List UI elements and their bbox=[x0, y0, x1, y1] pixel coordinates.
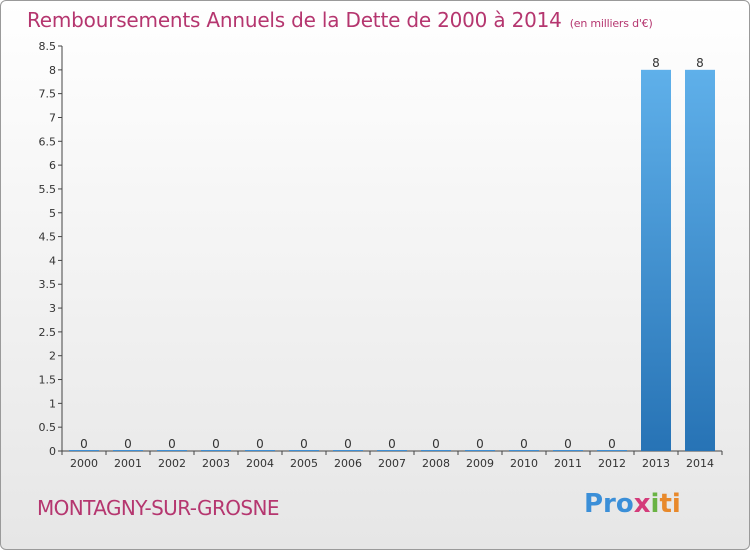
x-tick-label-2001: 2001 bbox=[114, 457, 142, 470]
y-tick-label: 4 bbox=[49, 254, 56, 267]
data-label-2010: 0 bbox=[520, 437, 528, 451]
bar-2011 bbox=[553, 450, 583, 451]
bar-2003 bbox=[201, 450, 231, 451]
y-tick-label: 5 bbox=[49, 207, 56, 220]
x-tick-label-2000: 2000 bbox=[70, 457, 98, 470]
y-tick-label: 7 bbox=[49, 111, 56, 124]
y-tick-label: 0 bbox=[49, 445, 56, 458]
data-label-2011: 0 bbox=[564, 437, 572, 451]
bar-2002 bbox=[157, 450, 187, 451]
data-label-2003: 0 bbox=[212, 437, 220, 451]
x-tick-label-2005: 2005 bbox=[290, 457, 318, 470]
y-tick-label: 5.5 bbox=[39, 183, 57, 196]
x-tick-label-2009: 2009 bbox=[466, 457, 494, 470]
bar-2010 bbox=[509, 450, 539, 451]
x-tick-label-2007: 2007 bbox=[378, 457, 406, 470]
y-tick-label: 6.5 bbox=[39, 135, 57, 148]
data-label-2001: 0 bbox=[124, 437, 132, 451]
data-label-2002: 0 bbox=[168, 437, 176, 451]
y-tick-label: 4.5 bbox=[39, 231, 57, 244]
chart-subtitle: (en milliers d'€) bbox=[569, 17, 653, 30]
y-tick-label: 3.5 bbox=[39, 278, 57, 291]
x-tick-label-2004: 2004 bbox=[246, 457, 274, 470]
data-label-2009: 0 bbox=[476, 437, 484, 451]
x-tick-label-2014: 2014 bbox=[686, 457, 714, 470]
proxiti-logo: Proxiti bbox=[584, 489, 681, 519]
data-label-2008: 0 bbox=[432, 437, 440, 451]
bar-2007 bbox=[377, 450, 407, 451]
x-tick-label-2008: 2008 bbox=[422, 457, 450, 470]
bar-2014 bbox=[685, 69, 715, 451]
y-tick-label: 2 bbox=[49, 350, 56, 363]
data-label-2013: 8 bbox=[652, 56, 660, 70]
y-tick-label: 0.5 bbox=[39, 421, 57, 434]
y-tick-label: 3 bbox=[49, 302, 56, 315]
x-tick-label-2011: 2011 bbox=[554, 457, 582, 470]
y-tick-label: 1.5 bbox=[39, 374, 57, 387]
bar-2004 bbox=[245, 450, 275, 451]
bar-2005 bbox=[289, 450, 319, 451]
bar-2008 bbox=[421, 450, 451, 451]
chart-title: Remboursements Annuels de la Dette de 20… bbox=[27, 8, 653, 32]
x-tick-label-2012: 2012 bbox=[598, 457, 626, 470]
location-name: MONTAGNY-SUR-GROSNE bbox=[37, 496, 279, 520]
bar-2013 bbox=[641, 69, 671, 451]
y-tick-label: 6 bbox=[49, 159, 56, 172]
data-label-2005: 0 bbox=[300, 437, 308, 451]
bar-2006 bbox=[333, 450, 363, 451]
x-tick-label-2002: 2002 bbox=[158, 457, 186, 470]
bar-2012 bbox=[597, 450, 627, 451]
y-tick-label: 2.5 bbox=[39, 326, 57, 339]
x-tick-label-2010: 2010 bbox=[510, 457, 538, 470]
x-tick-label-2013: 2013 bbox=[642, 457, 670, 470]
x-tick-label-2006: 2006 bbox=[334, 457, 362, 470]
data-label-2006: 0 bbox=[344, 437, 352, 451]
y-tick-label: 8.5 bbox=[39, 40, 57, 53]
bar-2009 bbox=[465, 450, 495, 451]
data-label-2007: 0 bbox=[388, 437, 396, 451]
data-label-2004: 0 bbox=[256, 437, 264, 451]
y-tick-label: 7.5 bbox=[39, 88, 57, 101]
y-tick-label: 8 bbox=[49, 64, 56, 77]
data-label-2014: 8 bbox=[696, 56, 704, 70]
bar-2000 bbox=[69, 450, 99, 451]
bar-2001 bbox=[113, 450, 143, 451]
y-tick-label: 1 bbox=[49, 397, 56, 410]
data-label-2012: 0 bbox=[608, 437, 616, 451]
x-tick-label-2003: 2003 bbox=[202, 457, 230, 470]
data-label-2000: 0 bbox=[80, 437, 88, 451]
